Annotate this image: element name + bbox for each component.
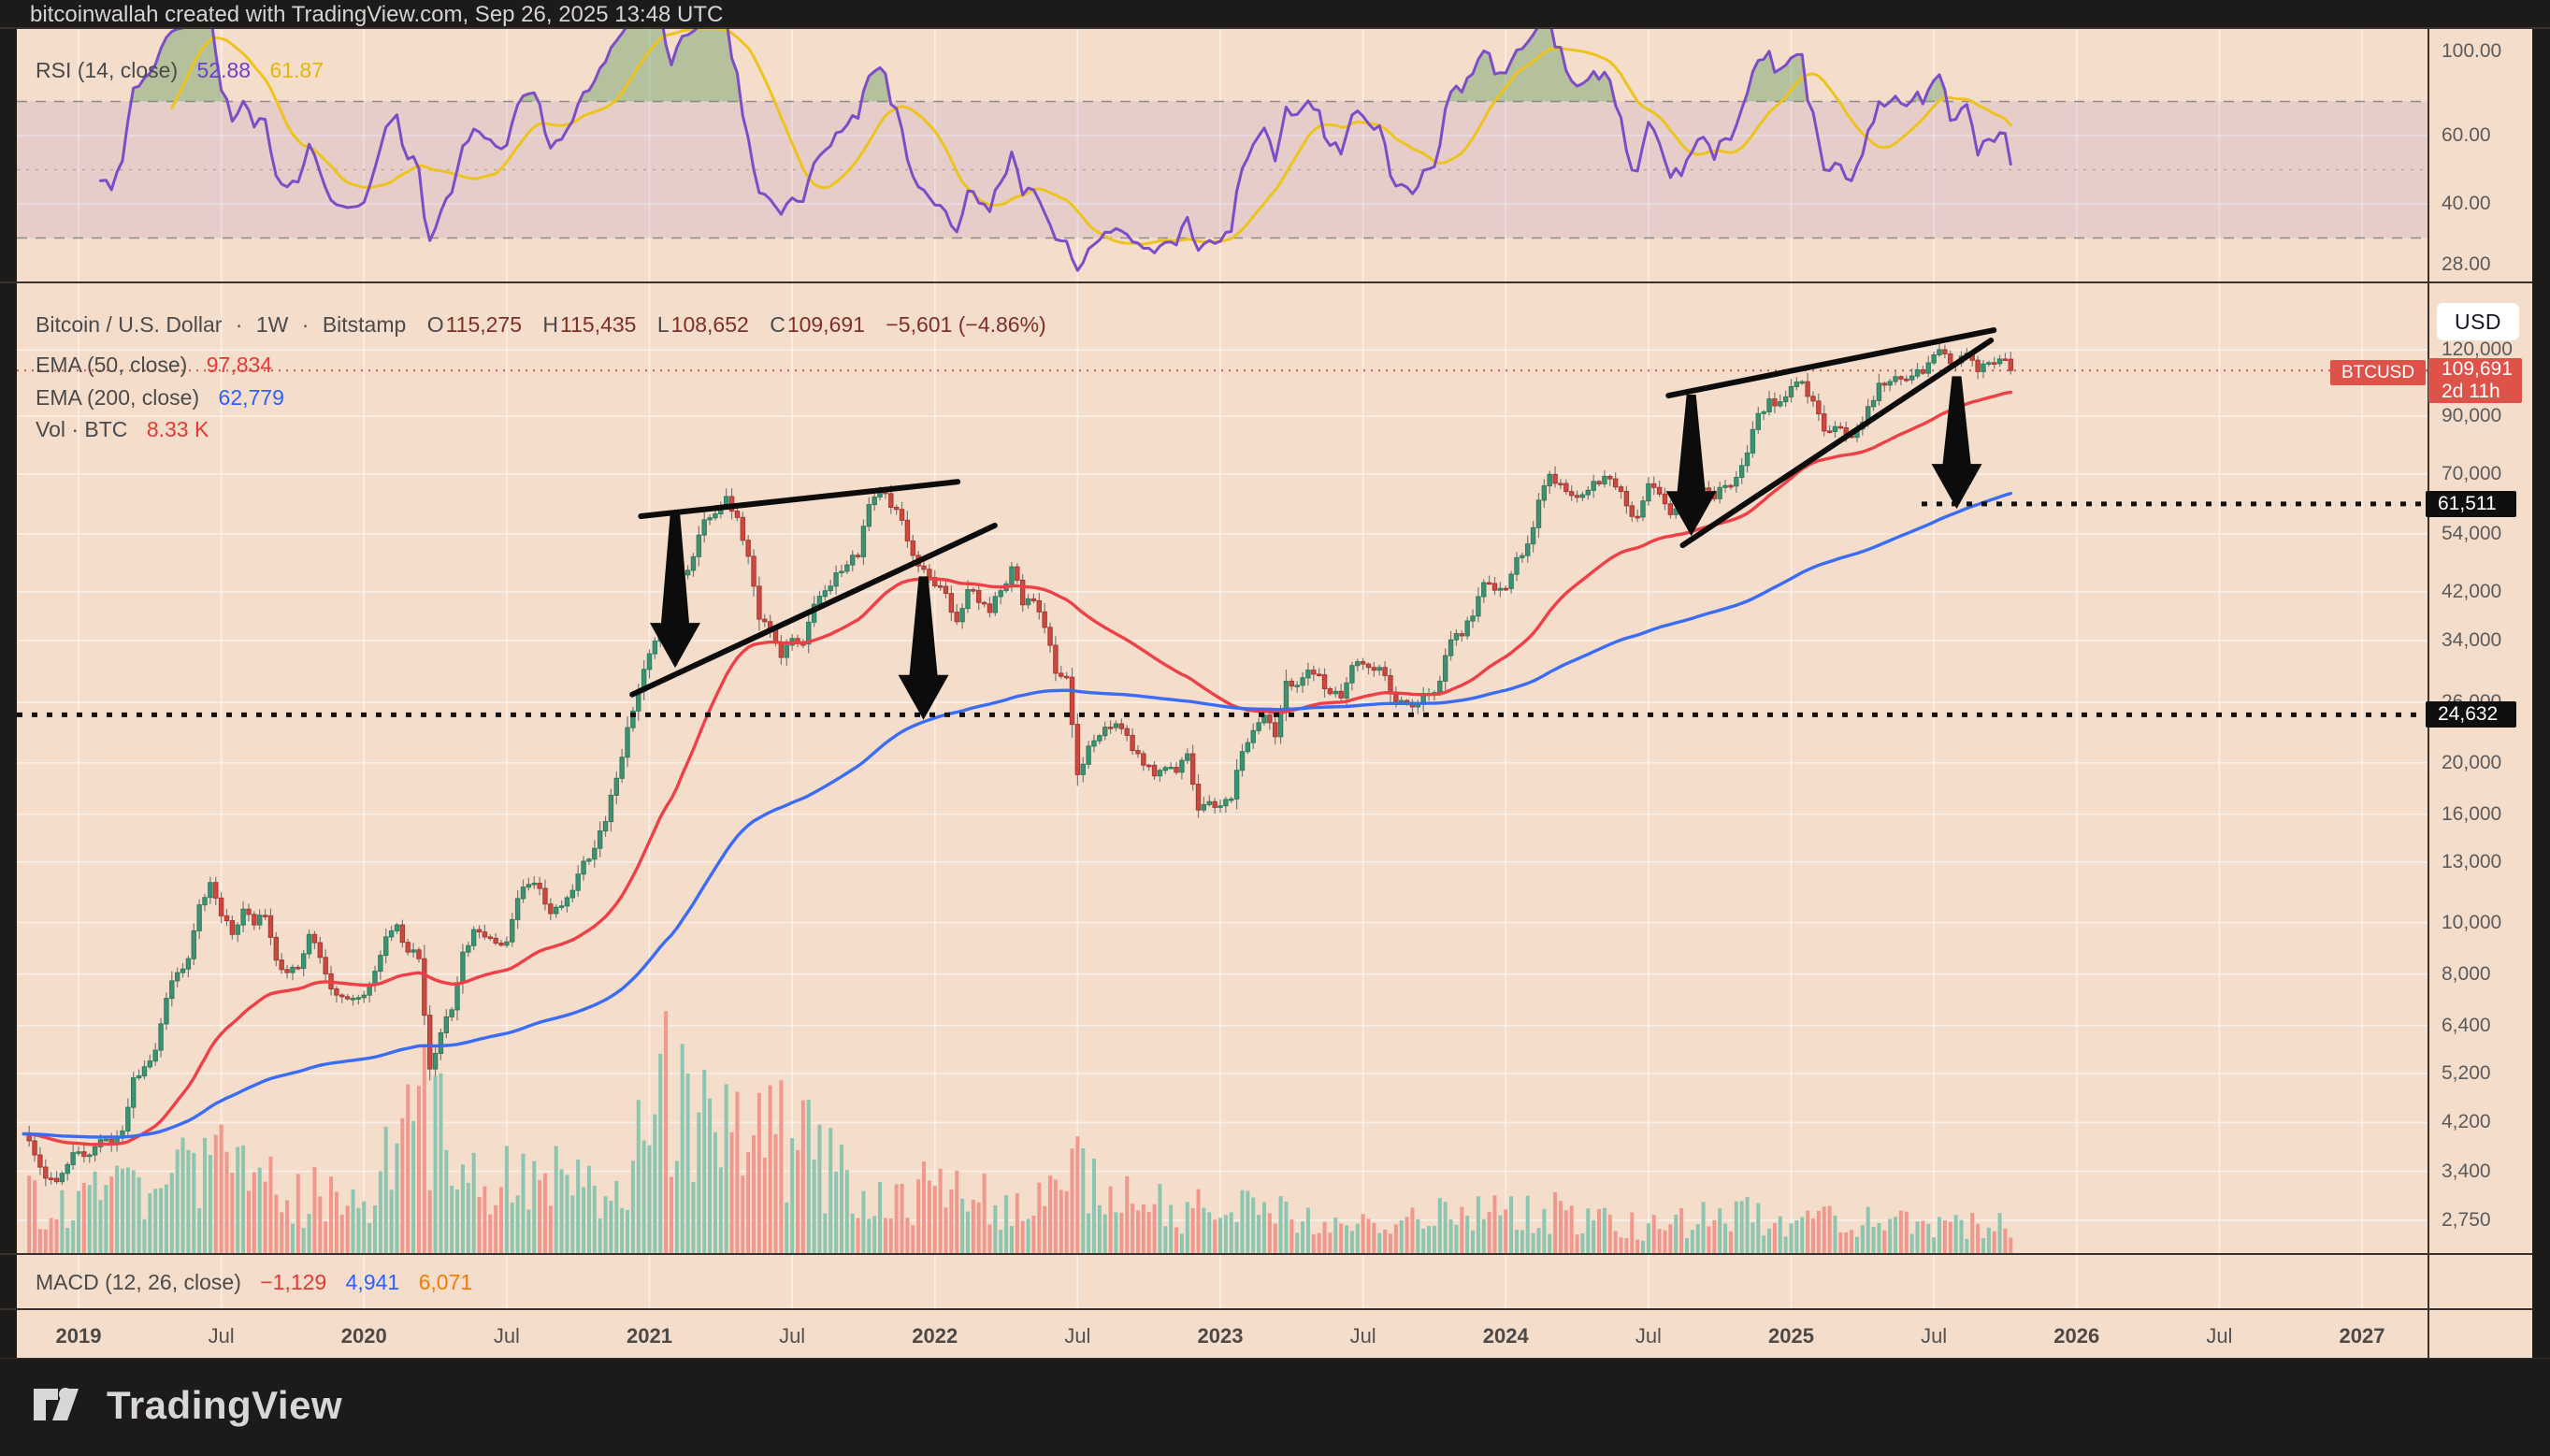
rsi-tick-label: 100.00 (2442, 40, 2502, 62)
separator-dot: · (235, 312, 243, 337)
rsi-ma-value: 61.87 (269, 58, 324, 82)
price-tick-label: 70,000 (2442, 462, 2502, 484)
volume-legend[interactable]: Vol · BTC 8.33 K (36, 417, 209, 442)
price-tick-label: 6,400 (2442, 1014, 2491, 1036)
macd-histogram-value: −1,129 (260, 1270, 327, 1294)
volume-label: Vol · BTC (36, 417, 128, 441)
ema200-legend[interactable]: EMA (200, close) 62,779 (36, 385, 284, 411)
trendline (1665, 327, 1997, 399)
change-value: −5,601 (−4.86%) (886, 312, 1046, 337)
ohlc-open: O115,275 (426, 312, 523, 337)
rsi-legend-label: RSI (14, close) (36, 58, 179, 82)
trendline (638, 479, 961, 520)
snapshot-footer: TradingView (0, 1359, 2550, 1456)
price-tick-label: 54,000 (2442, 522, 2502, 544)
price-tick-label: 42,000 (2442, 580, 2502, 602)
symbol-name: Bitcoin / U.S. Dollar (36, 312, 223, 337)
tradingview-wordmark: TradingView (107, 1383, 343, 1427)
level-badge-61511: 61,511 (2426, 491, 2516, 517)
price-tick-label: 13,000 (2442, 850, 2502, 872)
tradingview-brand[interactable]: TradingView (32, 1379, 342, 1432)
time-tick-label: Jul (208, 1324, 235, 1348)
ohlc-close: C109,691 (770, 312, 865, 337)
price-tick-label: 20,000 (2442, 751, 2502, 773)
price-tick-label: 8,000 (2442, 962, 2491, 985)
currency-toggle-button[interactable]: USD (2437, 303, 2519, 340)
ema50-label: EMA (50, close) (36, 353, 188, 377)
price-tick-label: 120,000 (2442, 339, 2513, 361)
price-tick-label: 2,750 (2442, 1208, 2491, 1231)
interval-label: 1W (255, 312, 289, 337)
time-tick-label: 2022 (912, 1324, 958, 1348)
time-scale[interactable]: 2019 Jul 2020 Jul 2021 Jul 2022 Jul 2023 Jul 2024 J… (17, 1309, 2428, 1359)
ema200-value: 62,779 (218, 385, 284, 410)
time-tick-label: Jul (1635, 1324, 1662, 1348)
last-price-badge: 109,691 2d 11h (2428, 358, 2522, 403)
volume-value: 8.33 K (146, 417, 209, 441)
ohlc-high: H115,435 (542, 312, 637, 337)
separator-dot: · (301, 312, 310, 337)
price-tick-label: 3,400 (2442, 1160, 2491, 1182)
down-arrow-annotation (649, 512, 700, 669)
analyst-annotations[interactable] (17, 327, 2428, 720)
time-tick-label: 2027 (2339, 1324, 2385, 1348)
ema50-value: 97,834 (206, 353, 273, 377)
time-tick-label: Jul (1349, 1324, 1376, 1348)
tradingview-logo-icon (34, 1388, 79, 1420)
rsi-legend[interactable]: RSI (14, close) 52.88 61.87 (36, 58, 324, 83)
price-pane (17, 327, 2428, 1254)
rsi-tick-label: 60.00 (2442, 124, 2491, 146)
macd-legend[interactable]: MACD (12, 26, close) −1,129 4,941 6,071 (36, 1270, 472, 1295)
trendline (1679, 338, 1995, 549)
time-tick-label: 2025 (1768, 1324, 1814, 1348)
last-price-value: 109,691 (2442, 358, 2513, 380)
macd-label: MACD (12, 26, close) (36, 1270, 241, 1294)
down-arrow-annotation (1931, 376, 1982, 510)
time-tick-label: 2023 (1197, 1324, 1244, 1348)
macd-signal-value: 6,071 (418, 1270, 473, 1294)
time-tick-label: 2024 (1482, 1324, 1529, 1348)
trendline (629, 522, 998, 698)
time-tick-label: 2026 (2053, 1324, 2100, 1348)
rsi-tick-label: 28.00 (2442, 253, 2491, 275)
credit-text: bitcoinwallah created with TradingView.c… (30, 2, 724, 27)
exchange-label: Bitstamp (322, 312, 407, 337)
price-tick-label: 4,200 (2442, 1111, 2491, 1133)
rsi-value: 52.88 (196, 58, 252, 82)
down-arrow-annotation (1665, 395, 1717, 537)
time-tick-label: Jul (493, 1324, 520, 1348)
ohlc-low: L108,652 (656, 312, 749, 337)
time-tick-label: 2020 (340, 1324, 387, 1348)
down-arrow-annotation (898, 576, 949, 720)
level-badge-24632: 24,632 (2426, 701, 2516, 728)
symbol-legend[interactable]: Bitcoin / U.S. Dollar · 1W · Bitstamp O1… (36, 312, 1046, 338)
price-tick-label: 16,000 (2442, 802, 2502, 825)
ema50-legend[interactable]: EMA (50, close) 97,834 (36, 353, 272, 378)
time-tick-label: 2021 (627, 1324, 672, 1348)
volume-histogram (27, 1011, 2013, 1254)
price-tick-label: 10,000 (2442, 911, 2502, 933)
rsi-tick-label: 40.00 (2442, 193, 2491, 214)
time-tick-label: Jul (779, 1324, 806, 1348)
candles (26, 342, 2014, 1187)
price-tick-label: 5,200 (2442, 1061, 2491, 1084)
time-tick-label: 2019 (55, 1324, 102, 1348)
macd-line-value: 4,941 (345, 1270, 400, 1294)
bar-countdown: 2d 11h (2442, 381, 2500, 402)
snapshot-header: bitcoinwallah created with TradingView.c… (0, 0, 2550, 28)
time-tick-label: Jul (1064, 1324, 1091, 1348)
price-scale[interactable]: 120,00090,00070,00054,00042,00034,00026,… (2428, 28, 2532, 1359)
time-tick-label: Jul (1921, 1324, 1948, 1348)
rsi-pane (17, 28, 2428, 272)
ema200-label: EMA (200, close) (36, 385, 200, 410)
time-tick-label: Jul (2206, 1324, 2233, 1348)
price-tick-label: 34,000 (2442, 628, 2502, 651)
price-tick-label: 90,000 (2442, 405, 2502, 426)
symbol-price-tag: BTCUSD (2330, 360, 2426, 385)
